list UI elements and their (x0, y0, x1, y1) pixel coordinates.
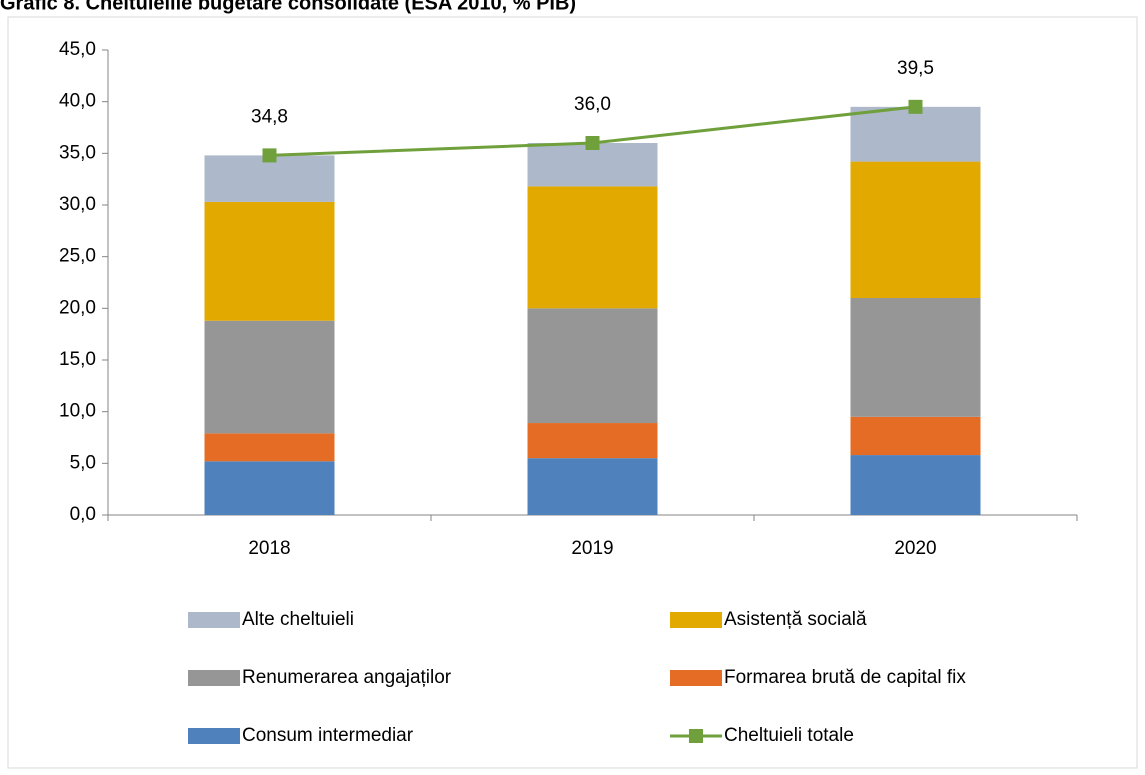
line-marker (585, 136, 600, 150)
bar-segment (850, 298, 981, 417)
bar-segment (527, 186, 658, 309)
bar-segment (204, 155, 335, 202)
data-label: 36,0 (574, 94, 611, 115)
x-tick-label: 2019 (571, 538, 613, 559)
y-tick-label: 15,0 (59, 349, 96, 370)
legend-label: Renumerarea angajaților (242, 667, 452, 688)
x-tick-label: 2018 (248, 538, 290, 559)
bar-segment (527, 143, 658, 187)
y-tick-label: 45,0 (59, 39, 96, 60)
chart-title: Grafic 8. Cheltuielile bugetare consolid… (0, 0, 576, 14)
legend-swatch (188, 670, 240, 686)
y-tick-label: 40,0 (59, 91, 96, 112)
legend-swatch (670, 670, 722, 686)
bar-segment (850, 161, 981, 298)
legend-label: Consum intermediar (242, 725, 414, 746)
legend-label: Cheltuieli totale (724, 725, 854, 746)
bar-segment (204, 320, 335, 434)
bar-segment (850, 416, 981, 456)
y-tick-label: 20,0 (59, 297, 96, 318)
legend-label: Formarea brută de capital fix (724, 667, 966, 688)
y-tick-label: 35,0 (59, 142, 96, 163)
legend-swatch (670, 612, 722, 628)
bar-segment (204, 433, 335, 462)
bar-segment (527, 458, 658, 515)
line-marker (908, 99, 923, 114)
y-tick-label: 5,0 (70, 452, 96, 473)
y-tick-label: 25,0 (59, 246, 96, 267)
legend-swatch (188, 612, 240, 628)
y-tick-label: 10,0 (59, 401, 96, 422)
legend-label: Asistență socială (724, 609, 867, 630)
bar-segment (527, 308, 658, 424)
legend-marker (689, 729, 703, 743)
bar-segment (204, 201, 335, 321)
bar-segment (204, 461, 335, 515)
legend-label: Alte cheltuieli (242, 609, 354, 630)
line-marker (262, 148, 277, 163)
data-label: 39,5 (897, 58, 934, 79)
legend-swatch (188, 728, 240, 744)
x-tick-label: 2020 (894, 538, 936, 559)
bar-segment (527, 423, 658, 459)
bar-segment (850, 106, 981, 162)
y-tick-label: 0,0 (70, 504, 96, 525)
bar-segment (850, 455, 981, 515)
data-label: 34,8 (251, 106, 288, 127)
y-tick-label: 30,0 (59, 194, 96, 215)
